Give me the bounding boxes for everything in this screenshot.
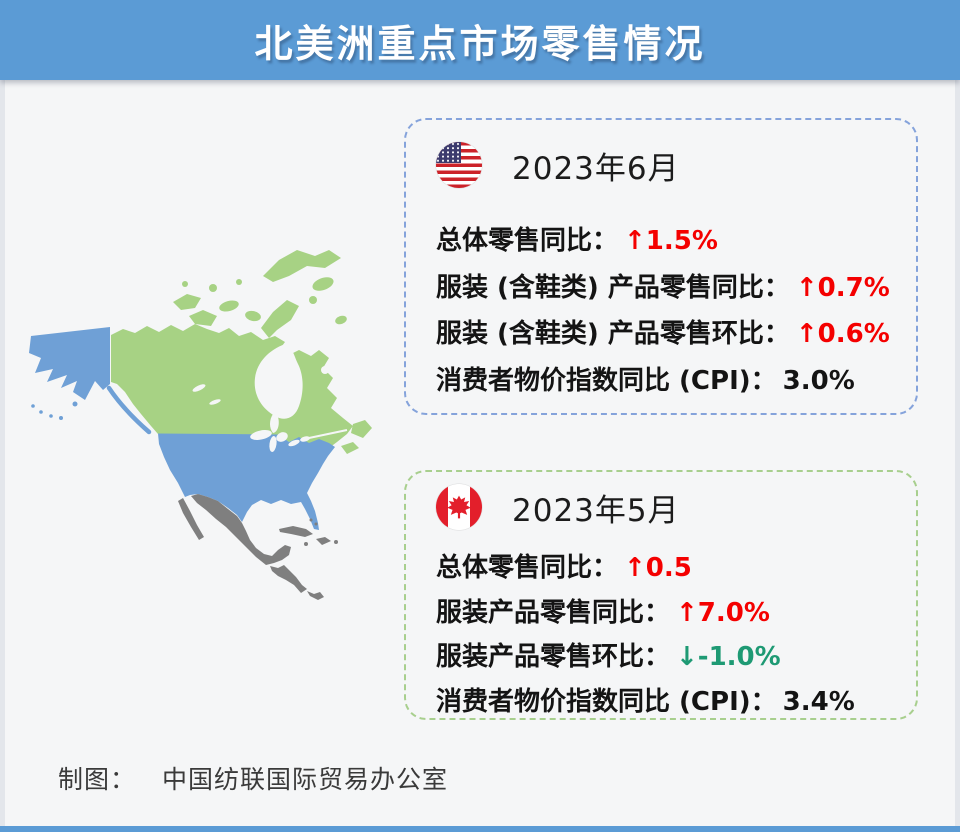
metric-row: 消费者物价指数同比 (CPI)： 3.4%: [436, 680, 916, 725]
north-america-map: [23, 232, 403, 612]
metric-label: 总体零售同比：: [436, 226, 619, 256]
metric-label: 服装 (含鞋类) 产品零售环比：: [436, 319, 790, 349]
metric-value: ↑1.5%: [624, 226, 718, 256]
credit-org: 中国纺联国际贸易办公室: [162, 765, 449, 794]
metric-label: 服装产品零售同比：: [436, 597, 671, 628]
metric-row: 服装 (含鞋类) 产品零售同比： ↑0.7%: [436, 265, 916, 312]
credit-label: 制图：: [58, 765, 137, 794]
metric-value: ↑0.7%: [795, 272, 890, 303]
us-panel-header: 2023年6月: [436, 142, 916, 188]
metric-value: ↑0.6%: [795, 319, 890, 349]
credit-line: 制图： 中国纺联国际贸易办公室: [58, 760, 448, 796]
content-area: 2023年6月 总体零售同比： ↑1.5% 服装 (含鞋类) 产品零售同比： ↑0.…: [5, 80, 955, 826]
metric-value: 3.0%: [782, 365, 855, 396]
metric-label: 服装 (含鞋类) 产品零售同比：: [436, 272, 790, 303]
metric-label: 服装产品零售环比：: [436, 642, 671, 673]
page-title: 北美洲重点市场零售情况: [254, 21, 706, 66]
metric-row: 消费者物价指数同比 (CPI)： 3.0%: [436, 358, 916, 405]
canada-panel: 2023年5月 总体零售同比： ↑0.5 服装产品零售同比： ↑7.0% 服装产品零…: [404, 470, 918, 720]
canada-metrics-list: 总体零售同比： ↑0.5 服装产品零售同比： ↑7.0% 服装产品零售环比： ↓-1.…: [436, 546, 916, 725]
bottom-accent-bar: [0, 826, 960, 832]
map-region-canada: [111, 250, 372, 454]
map-water: [192, 344, 348, 452]
metric-value: ↑7.0%: [676, 597, 770, 628]
metric-row: 服装 (含鞋类) 产品零售环比： ↑0.6%: [436, 311, 916, 358]
map-region-usa: [29, 327, 335, 530]
map-svg: [29, 250, 372, 600]
maple-leaf-icon: [447, 495, 471, 519]
title-bar: 北美洲重点市场零售情况: [0, 0, 960, 80]
metric-label: 总体零售同比：: [436, 553, 619, 583]
us-metrics-list: 总体零售同比： ↑1.5% 服装 (含鞋类) 产品零售同比： ↑0.7% 服装 (含…: [436, 218, 916, 404]
map-region-mexico: [178, 494, 338, 600]
us-panel: 2023年6月 总体零售同比： ↑1.5% 服装 (含鞋类) 产品零售同比： ↑0.…: [404, 118, 918, 415]
metric-row: 总体零售同比： ↑0.5: [436, 546, 916, 591]
us-period: 2023年6月: [512, 150, 680, 187]
metric-row: 总体零售同比： ↑1.5%: [436, 218, 916, 265]
us-flag-canton: [436, 142, 461, 164]
metric-label: 消费者物价指数同比 (CPI)：: [436, 365, 777, 396]
canada-panel-header: 2023年5月: [436, 484, 916, 530]
metric-value: ↓-1.0%: [676, 642, 781, 673]
metric-label: 消费者物价指数同比 (CPI)：: [436, 687, 777, 718]
metric-row: 服装产品零售环比： ↓-1.0%: [436, 635, 916, 680]
metric-value: 3.4%: [782, 687, 855, 718]
us-flag-icon: [436, 142, 482, 188]
canada-period: 2023年5月: [512, 492, 680, 529]
canada-flag-icon: [436, 484, 482, 530]
metric-row: 服装产品零售同比： ↑7.0%: [436, 591, 916, 636]
metric-value: ↑0.5: [624, 553, 692, 583]
